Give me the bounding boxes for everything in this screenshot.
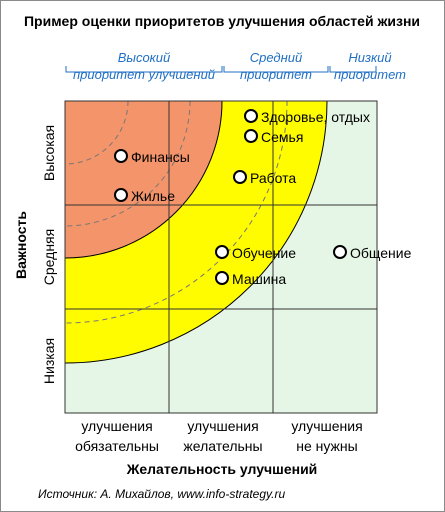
y-level-medium: Средняя [41,229,57,285]
source-note: Источник: А. Михайлов, www.info-strategy… [38,487,285,501]
x-level-2-line2: желательны [183,438,262,454]
medium-priority-label-line2: приоритет [240,67,312,82]
low-priority-label-line2: приоритет [334,67,406,82]
y-level-high: Высокая [41,125,57,181]
item-marker [333,245,347,259]
low-priority-bracket [329,66,377,73]
high-priority-bracket [65,66,223,73]
item-car: Машина [215,271,286,287]
low-priority-label-line1: Низкий [348,50,391,65]
y-level-low: Низкая [41,338,57,384]
y-axis-title: Важность [13,211,29,279]
item-marker [244,129,258,143]
item-health: Здоровье, отдых [244,109,370,125]
high-priority-label-line1: Высокий [118,50,171,65]
dashed-arc-1 [65,101,129,165]
x-level-2-line1: улучшения [187,418,258,434]
item-family: Семья [244,129,303,145]
high-priority-label-line2: приоритет улучшений [73,67,215,82]
item-label: Работа [250,170,296,186]
item-marker [114,188,128,202]
x-level-3-line2: не нужны [296,438,357,454]
item-label: Здоровье, отдых [261,109,370,125]
item-label: Машина [232,271,286,287]
item-education: Обучение [215,245,296,261]
high-priority-zone [65,101,223,259]
item-label: Финансы [131,149,190,165]
item-finance: Финансы [114,149,190,165]
medium-priority-bracket [223,66,329,73]
item-work: Работа [233,170,296,186]
item-marker [233,170,247,184]
item-label: Общение [350,245,412,261]
medium-priority-label-line1: Средний [250,50,303,65]
item-marker [244,109,258,123]
item-label: Обучение [232,245,296,261]
x-axis-title: Желательность улучшений [126,461,318,477]
item-housing: Жилье [114,188,175,204]
item-marker [215,245,229,259]
item-marker [215,271,229,285]
grid [64,100,378,414]
item-marker [114,149,128,163]
x-level-1-line1: улучшения [81,418,152,434]
diagram-title: Пример оценки приоритетов улучшения обла… [24,13,420,29]
item-label: Жилье [131,188,175,204]
x-level-1-line2: обязательны [75,438,159,454]
item-communication: Общение [333,245,412,261]
item-label: Семья [261,129,303,145]
x-level-3-line1: улучшения [291,418,362,434]
